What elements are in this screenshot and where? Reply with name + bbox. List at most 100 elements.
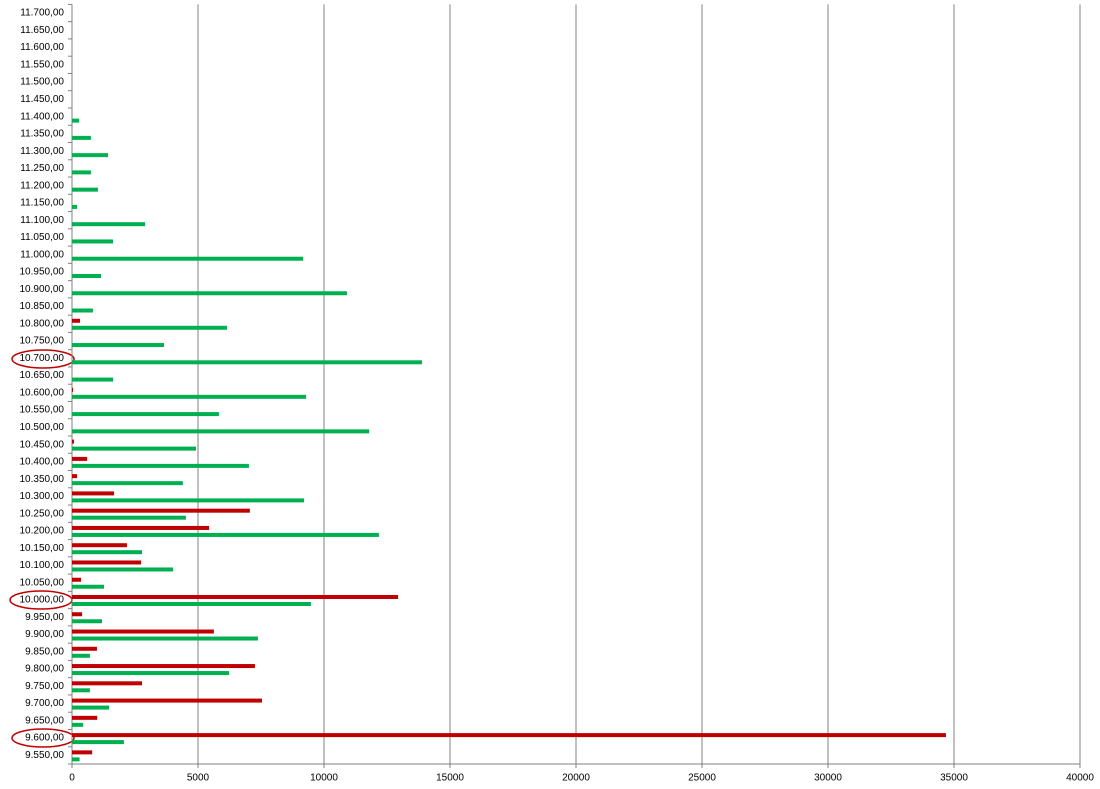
y-tick-label: 11.550,00 — [20, 59, 64, 70]
bar — [72, 671, 229, 676]
y-tick-label: 10.550,00 — [20, 405, 65, 416]
bar — [72, 204, 78, 209]
bar — [72, 325, 227, 330]
bar — [72, 412, 219, 417]
bar — [72, 525, 210, 530]
bar — [72, 594, 399, 599]
x-tick-label: 30000 — [814, 773, 842, 784]
bar — [72, 688, 90, 693]
y-tick-label: 10.850,00 — [20, 301, 65, 312]
bar — [72, 515, 186, 520]
y-tick-label: 9.700,00 — [25, 698, 64, 709]
bar — [72, 481, 183, 486]
bar — [72, 256, 304, 261]
bar — [72, 222, 146, 227]
x-tick-label: 5000 — [187, 773, 210, 784]
bar — [72, 387, 74, 392]
y-tick-label: 9.550,00 — [25, 750, 64, 761]
bar — [72, 343, 164, 348]
bar — [72, 118, 80, 123]
y-tick-label: 11.700,00 — [20, 8, 64, 19]
x-tick-label: 40000 — [1066, 773, 1094, 784]
bar — [72, 170, 91, 175]
y-tick-label: 10.250,00 — [20, 508, 65, 519]
bar — [72, 612, 83, 617]
y-tick-label: 11.200,00 — [20, 180, 64, 191]
bar — [72, 550, 143, 555]
bar — [72, 560, 142, 565]
bar — [72, 508, 250, 513]
y-tick-label: 10.600,00 — [20, 387, 65, 398]
bar — [72, 498, 305, 503]
bar — [72, 532, 379, 537]
bar — [72, 757, 80, 762]
bar — [72, 474, 78, 479]
x-tick-label: 20000 — [562, 773, 590, 784]
bar — [72, 446, 196, 451]
y-tick-label: 11.000,00 — [20, 249, 64, 260]
y-tick-label: 11.250,00 — [20, 163, 64, 174]
bar — [72, 273, 101, 278]
y-tick-label: 9.600,00 — [25, 733, 64, 744]
y-tick-label: 10.350,00 — [20, 474, 65, 485]
y-tick-label: 11.400,00 — [20, 111, 64, 122]
bar — [72, 750, 93, 755]
bar — [72, 601, 311, 606]
bar — [72, 187, 98, 192]
bar — [72, 439, 75, 444]
y-tick-label: 11.450,00 — [20, 94, 64, 105]
bar — [72, 360, 423, 365]
y-tick-label: 11.050,00 — [20, 232, 64, 243]
highlight-ellipse — [11, 728, 75, 748]
bar — [72, 577, 82, 582]
bar — [72, 456, 88, 461]
y-tick-label: 9.800,00 — [25, 664, 64, 675]
y-tick-label: 10.750,00 — [20, 336, 65, 347]
y-tick-label: 10.950,00 — [20, 267, 65, 278]
bar — [72, 567, 174, 572]
bar — [72, 491, 115, 496]
y-tick-label: 10.900,00 — [20, 284, 65, 295]
bar — [72, 664, 255, 669]
bar — [72, 715, 98, 720]
bar — [72, 377, 114, 382]
y-tick-label: 9.950,00 — [25, 612, 64, 623]
highlight-ellipse — [11, 349, 75, 369]
x-tick-label: 0 — [69, 773, 75, 784]
y-tick-label: 11.650,00 — [20, 25, 64, 36]
y-tick-label: 10.700,00 — [20, 353, 65, 364]
bar — [72, 318, 81, 323]
x-tick-label: 10000 — [310, 773, 338, 784]
y-tick-label: 11.600,00 — [20, 42, 64, 53]
bar — [72, 394, 307, 399]
y-tick-label: 11.350,00 — [20, 129, 64, 140]
bar — [72, 636, 258, 641]
y-tick-label: 10.150,00 — [20, 543, 65, 554]
bar — [72, 619, 102, 624]
y-tick-label: 11.300,00 — [20, 146, 64, 157]
bar — [72, 653, 90, 658]
bar — [72, 722, 84, 727]
bar — [72, 681, 143, 686]
x-tick-label: 25000 — [688, 773, 716, 784]
y-tick-label: 9.650,00 — [25, 715, 64, 726]
y-tick-label: 10.800,00 — [20, 318, 65, 329]
y-tick-label: 10.300,00 — [20, 491, 65, 502]
y-tick-label: 10.000,00 — [20, 595, 65, 606]
bar — [72, 629, 214, 634]
bar — [72, 733, 946, 738]
bar — [72, 646, 97, 651]
bar — [72, 135, 91, 140]
y-tick-label: 10.100,00 — [20, 560, 65, 571]
bar — [72, 429, 370, 434]
y-tick-label: 9.900,00 — [25, 629, 64, 640]
bar — [72, 584, 105, 589]
y-tick-label: 9.750,00 — [25, 681, 64, 692]
bar — [72, 239, 114, 244]
bar — [72, 463, 249, 468]
y-tick-label: 11.100,00 — [20, 215, 64, 226]
x-tick-label: 15000 — [436, 773, 464, 784]
bar — [72, 153, 109, 158]
y-tick-label: 10.650,00 — [20, 370, 65, 381]
